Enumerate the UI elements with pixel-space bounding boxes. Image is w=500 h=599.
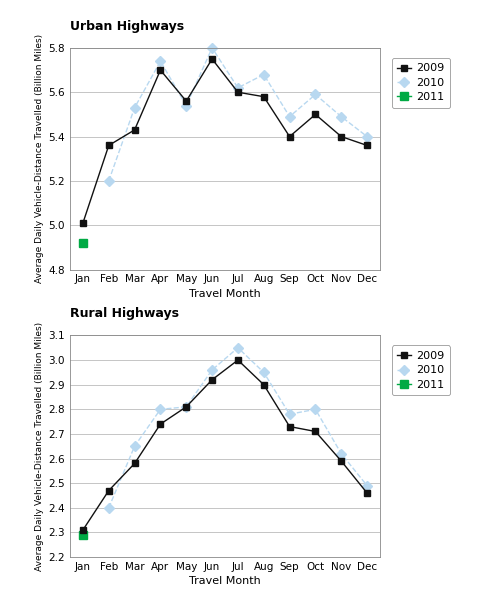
2010 [364,482,370,489]
2010 [209,367,215,374]
2009 [183,98,189,105]
2009 [106,487,112,494]
2010 [209,44,215,52]
2009 [106,142,112,149]
Text: Urban Highways: Urban Highways [70,20,184,33]
2009 [235,356,241,364]
2009 [80,219,86,226]
2010 [364,133,370,140]
2010 [106,177,112,184]
2010 [235,84,241,92]
2009 [312,428,318,435]
Y-axis label: Average Daily Vehicle-Distance Travelled (Billion Miles): Average Daily Vehicle-Distance Travelled… [36,322,44,571]
Y-axis label: Average Daily Vehicle-Distance Travelled (Billion Miles): Average Daily Vehicle-Distance Travelled… [36,34,44,283]
2010 [132,443,138,450]
2010 [158,58,164,65]
2009 [261,381,267,388]
2009 [158,66,164,74]
2009 [209,376,215,383]
2009 [183,403,189,410]
Line: 2010: 2010 [106,44,370,184]
2009 [312,111,318,118]
2009 [364,142,370,149]
Legend: 2009, 2010, 2011: 2009, 2010, 2011 [392,58,450,108]
Line: 2009: 2009 [80,56,370,226]
2009 [80,527,86,534]
2010 [338,113,344,120]
2010 [338,450,344,457]
2010 [312,91,318,98]
2009 [286,423,292,430]
2010 [235,344,241,352]
2010 [158,406,164,413]
2010 [312,406,318,413]
X-axis label: Travel Month: Travel Month [189,576,261,586]
2009 [338,458,344,465]
2009 [364,489,370,497]
Legend: 2009, 2010, 2011: 2009, 2010, 2011 [392,346,450,395]
2010 [183,102,189,109]
2009 [132,126,138,134]
Line: 2009: 2009 [80,356,370,534]
Line: 2010: 2010 [106,344,370,512]
Text: Rural Highways: Rural Highways [70,307,179,320]
2010 [286,113,292,120]
2010 [261,369,267,376]
2010 [106,504,112,512]
2009 [209,55,215,62]
2010 [286,411,292,418]
2009 [261,93,267,100]
2009 [286,133,292,140]
2009 [235,89,241,96]
2009 [158,420,164,428]
2010 [261,71,267,78]
X-axis label: Travel Month: Travel Month [189,289,261,298]
2010 [132,104,138,111]
2010 [183,403,189,410]
2009 [338,133,344,140]
2009 [132,460,138,467]
